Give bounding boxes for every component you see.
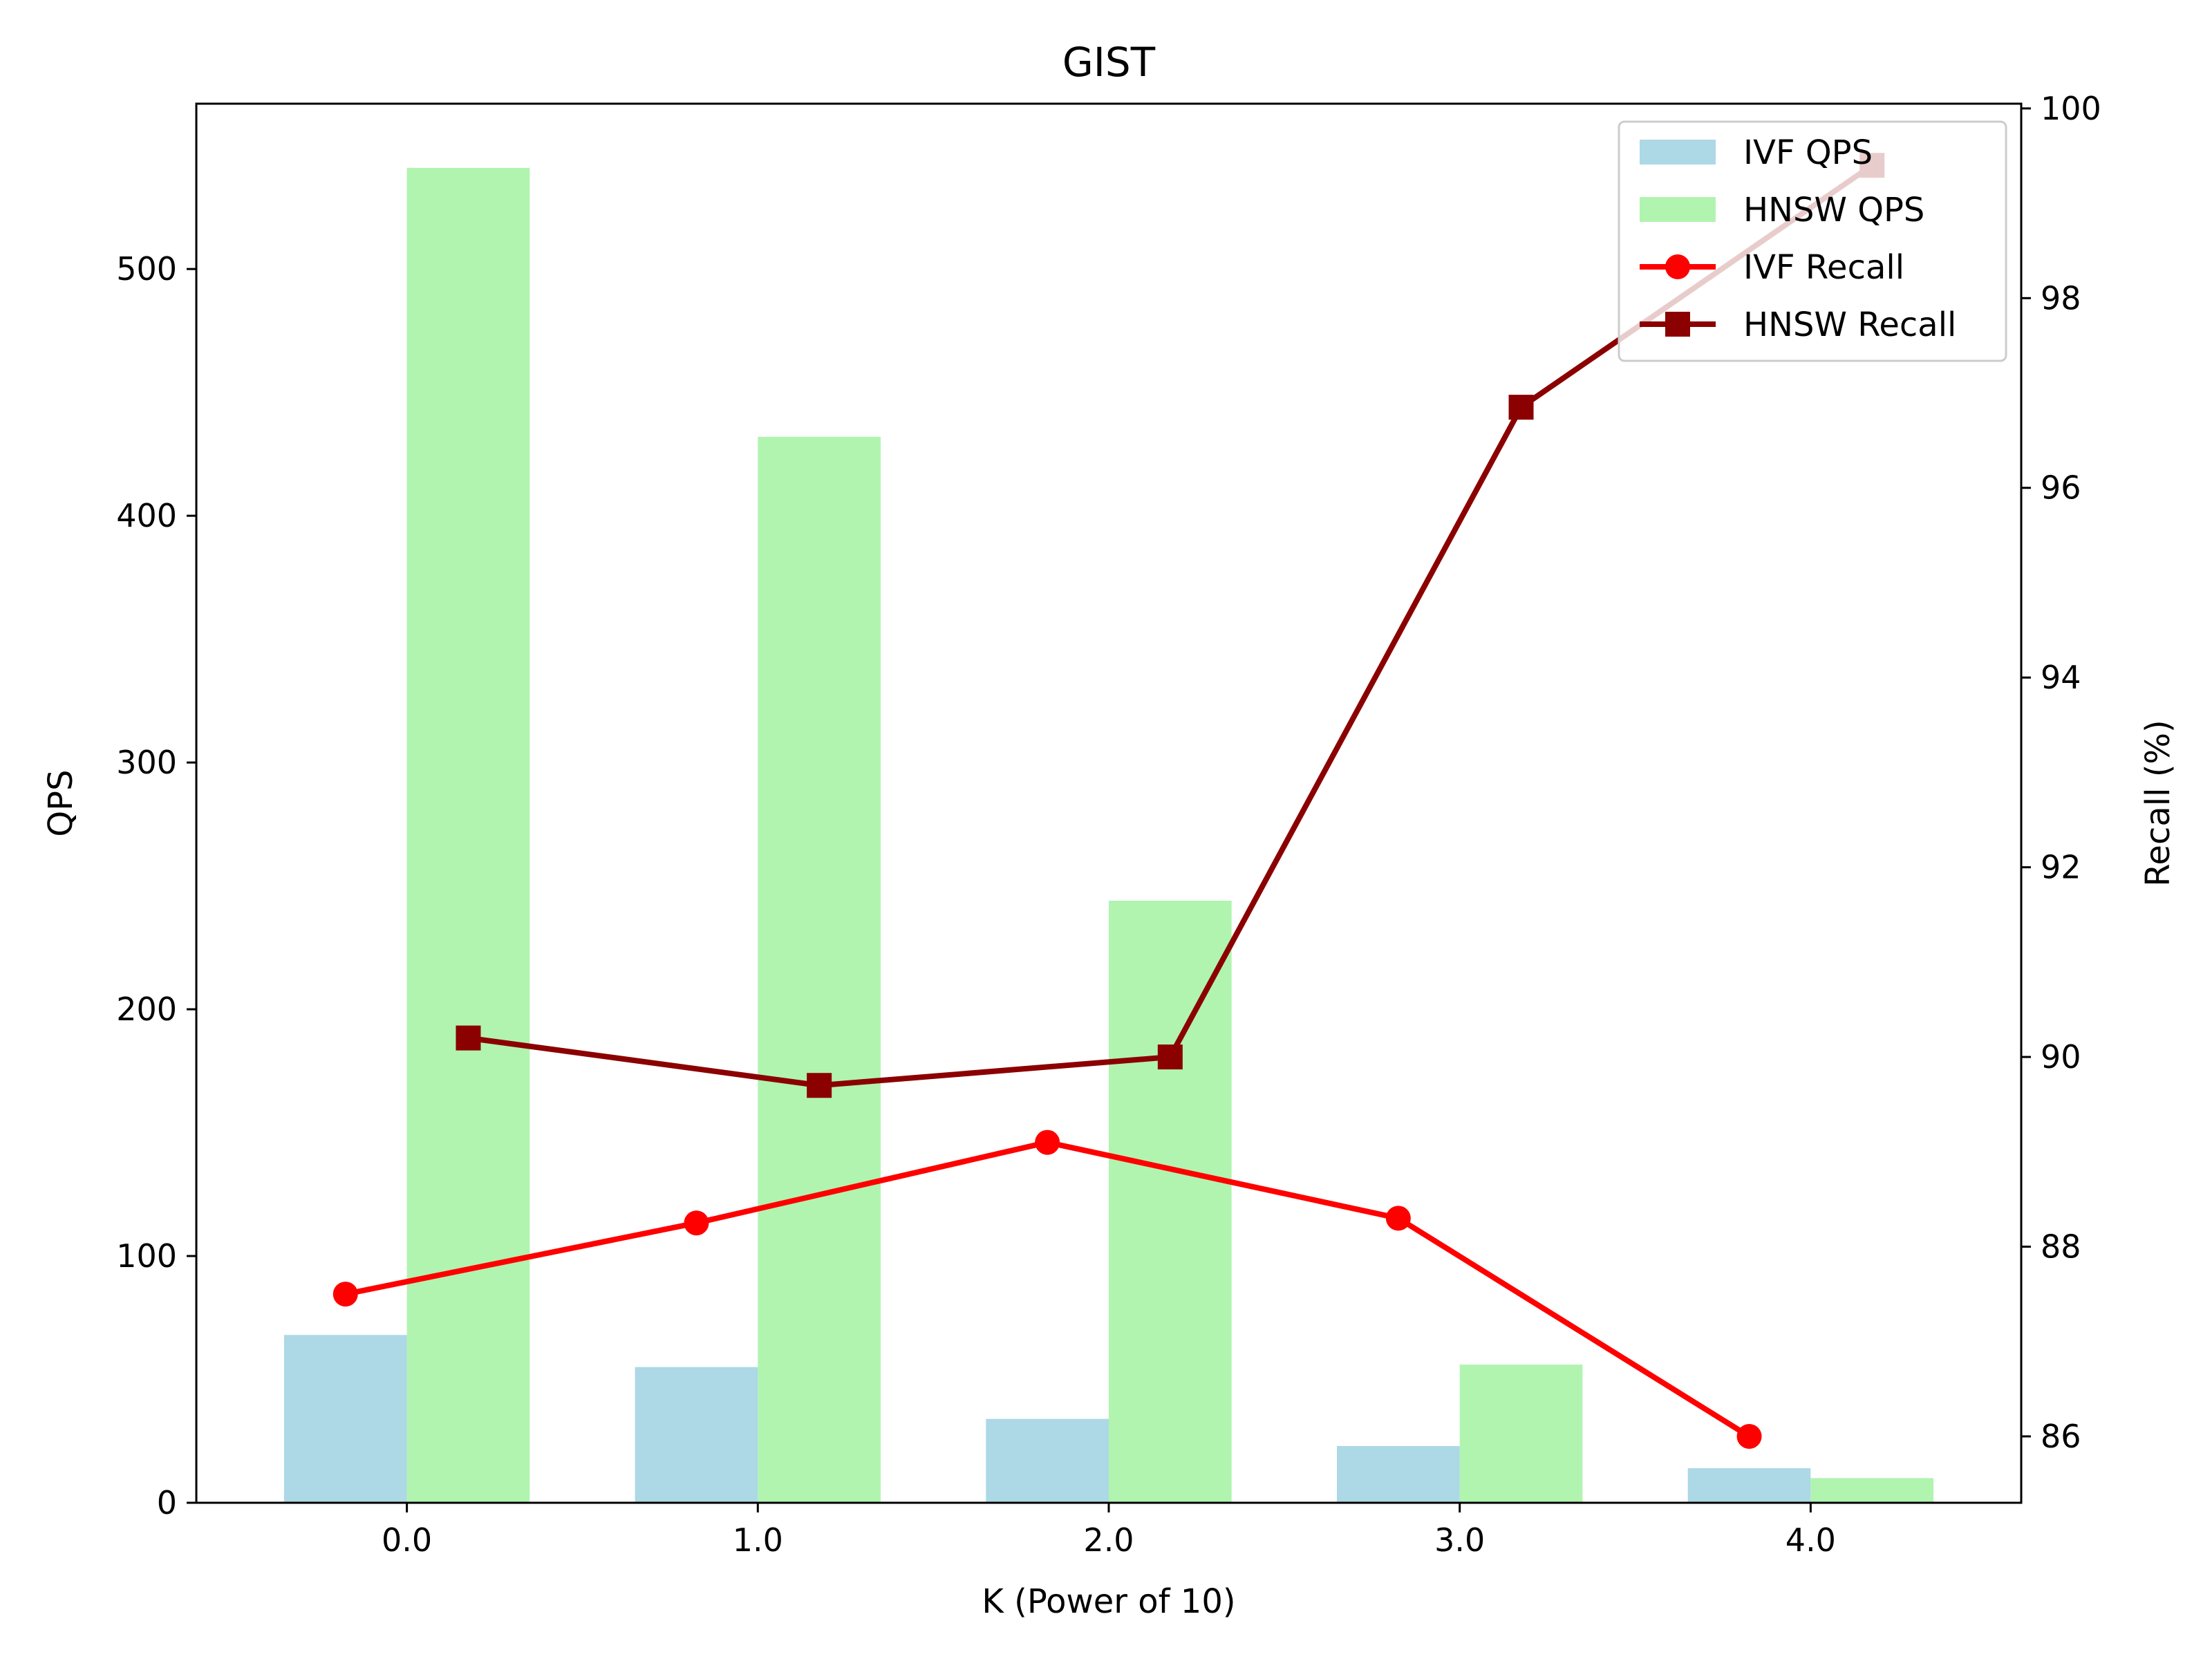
point-hnsw-recall-0: [456, 1025, 481, 1051]
point-ivf-recall-0: [332, 1282, 358, 1307]
x-tick-label-4: 4.0: [1785, 1521, 1836, 1559]
point-hnsw-recall-3: [1508, 395, 1534, 420]
bar-hnsw-qps-2: [1109, 901, 1232, 1503]
y-tick-label-2: 200: [116, 991, 177, 1028]
bar-ivf-qps-0: [283, 1335, 407, 1503]
bars-layer: [283, 167, 1934, 1503]
y-tick-label-5: 500: [116, 250, 177, 288]
y-axis-left-label: QPS: [41, 769, 80, 836]
y-tick-label-4: 400: [116, 497, 177, 534]
bar-hnsw-qps-3: [1459, 1365, 1583, 1503]
legend-label-hnsw-recall: HNSW Recall: [1743, 306, 1956, 344]
point-ivf-recall-3: [1385, 1206, 1411, 1231]
point-ivf-recall-2: [1035, 1130, 1060, 1155]
legend: IVF QPS HNSW QPS IVF Recall HNSW Recall: [1618, 120, 2007, 362]
bar-hnsw-qps-1: [758, 436, 881, 1503]
bar-ivf-qps-1: [635, 1367, 758, 1503]
y2-tick-label-0: 86: [2041, 1418, 2081, 1455]
y2-tick-label-4: 94: [2041, 659, 2081, 696]
y-axis-right: 86 88 90 92 94 96 98 100: [2021, 90, 2101, 1455]
legend-label-ivf-recall: IVF Recall: [1743, 248, 1904, 287]
legend-marker-hnsw-recall: [1665, 312, 1690, 337]
bar-ivf-qps-3: [1337, 1445, 1460, 1503]
point-hnsw-recall-2: [1157, 1044, 1183, 1070]
x-axis: 0.0 1.0 2.0 3.0 4.0: [382, 1503, 1836, 1559]
x-tick-label-3: 3.0: [1434, 1521, 1485, 1559]
y2-tick-label-1: 88: [2041, 1228, 2081, 1266]
x-tick-label-2: 2.0: [1083, 1521, 1134, 1559]
y2-tick-label-5: 96: [2041, 469, 2081, 507]
y2-tick-label-7: 100: [2041, 90, 2101, 127]
y-axis-left: 0 100 200 300 400 500: [116, 250, 196, 1521]
y-tick-label-3: 300: [116, 744, 177, 781]
chart-title: GIST: [1062, 39, 1156, 86]
bar-ivf-qps-4: [1687, 1468, 1811, 1503]
legend-frame: [1618, 120, 2007, 362]
x-tick-label-0: 0.0: [382, 1521, 432, 1559]
legend-label-hnsw-qps: HNSW QPS: [1743, 191, 1924, 229]
legend-marker-ivf-recall: [1665, 254, 1690, 279]
legend-label-ivf-qps: IVF QPS: [1743, 133, 1873, 172]
x-axis-label: K (Power of 10): [982, 1582, 1235, 1621]
y2-tick-label-2: 90: [2041, 1038, 2081, 1076]
bar-hnsw-qps-0: [406, 167, 530, 1503]
y-tick-label-1: 100: [116, 1237, 177, 1275]
point-hnsw-recall-1: [807, 1073, 832, 1098]
bar-ivf-qps-2: [986, 1418, 1109, 1503]
y2-tick-label-6: 98: [2041, 279, 2081, 317]
point-ivf-recall-4: [1736, 1423, 1762, 1449]
bar-hnsw-qps-4: [1810, 1478, 1934, 1503]
y-axis-right-label: Recall (%): [2139, 720, 2177, 887]
point-ivf-recall-1: [684, 1210, 709, 1236]
y2-tick-label-3: 92: [2041, 849, 2081, 886]
legend-swatch-hnsw-qps: [1640, 197, 1716, 222]
x-tick-label-1: 1.0: [733, 1521, 783, 1559]
legend-swatch-ivf-qps: [1640, 140, 1716, 165]
y-tick-label-0: 0: [157, 1484, 177, 1521]
